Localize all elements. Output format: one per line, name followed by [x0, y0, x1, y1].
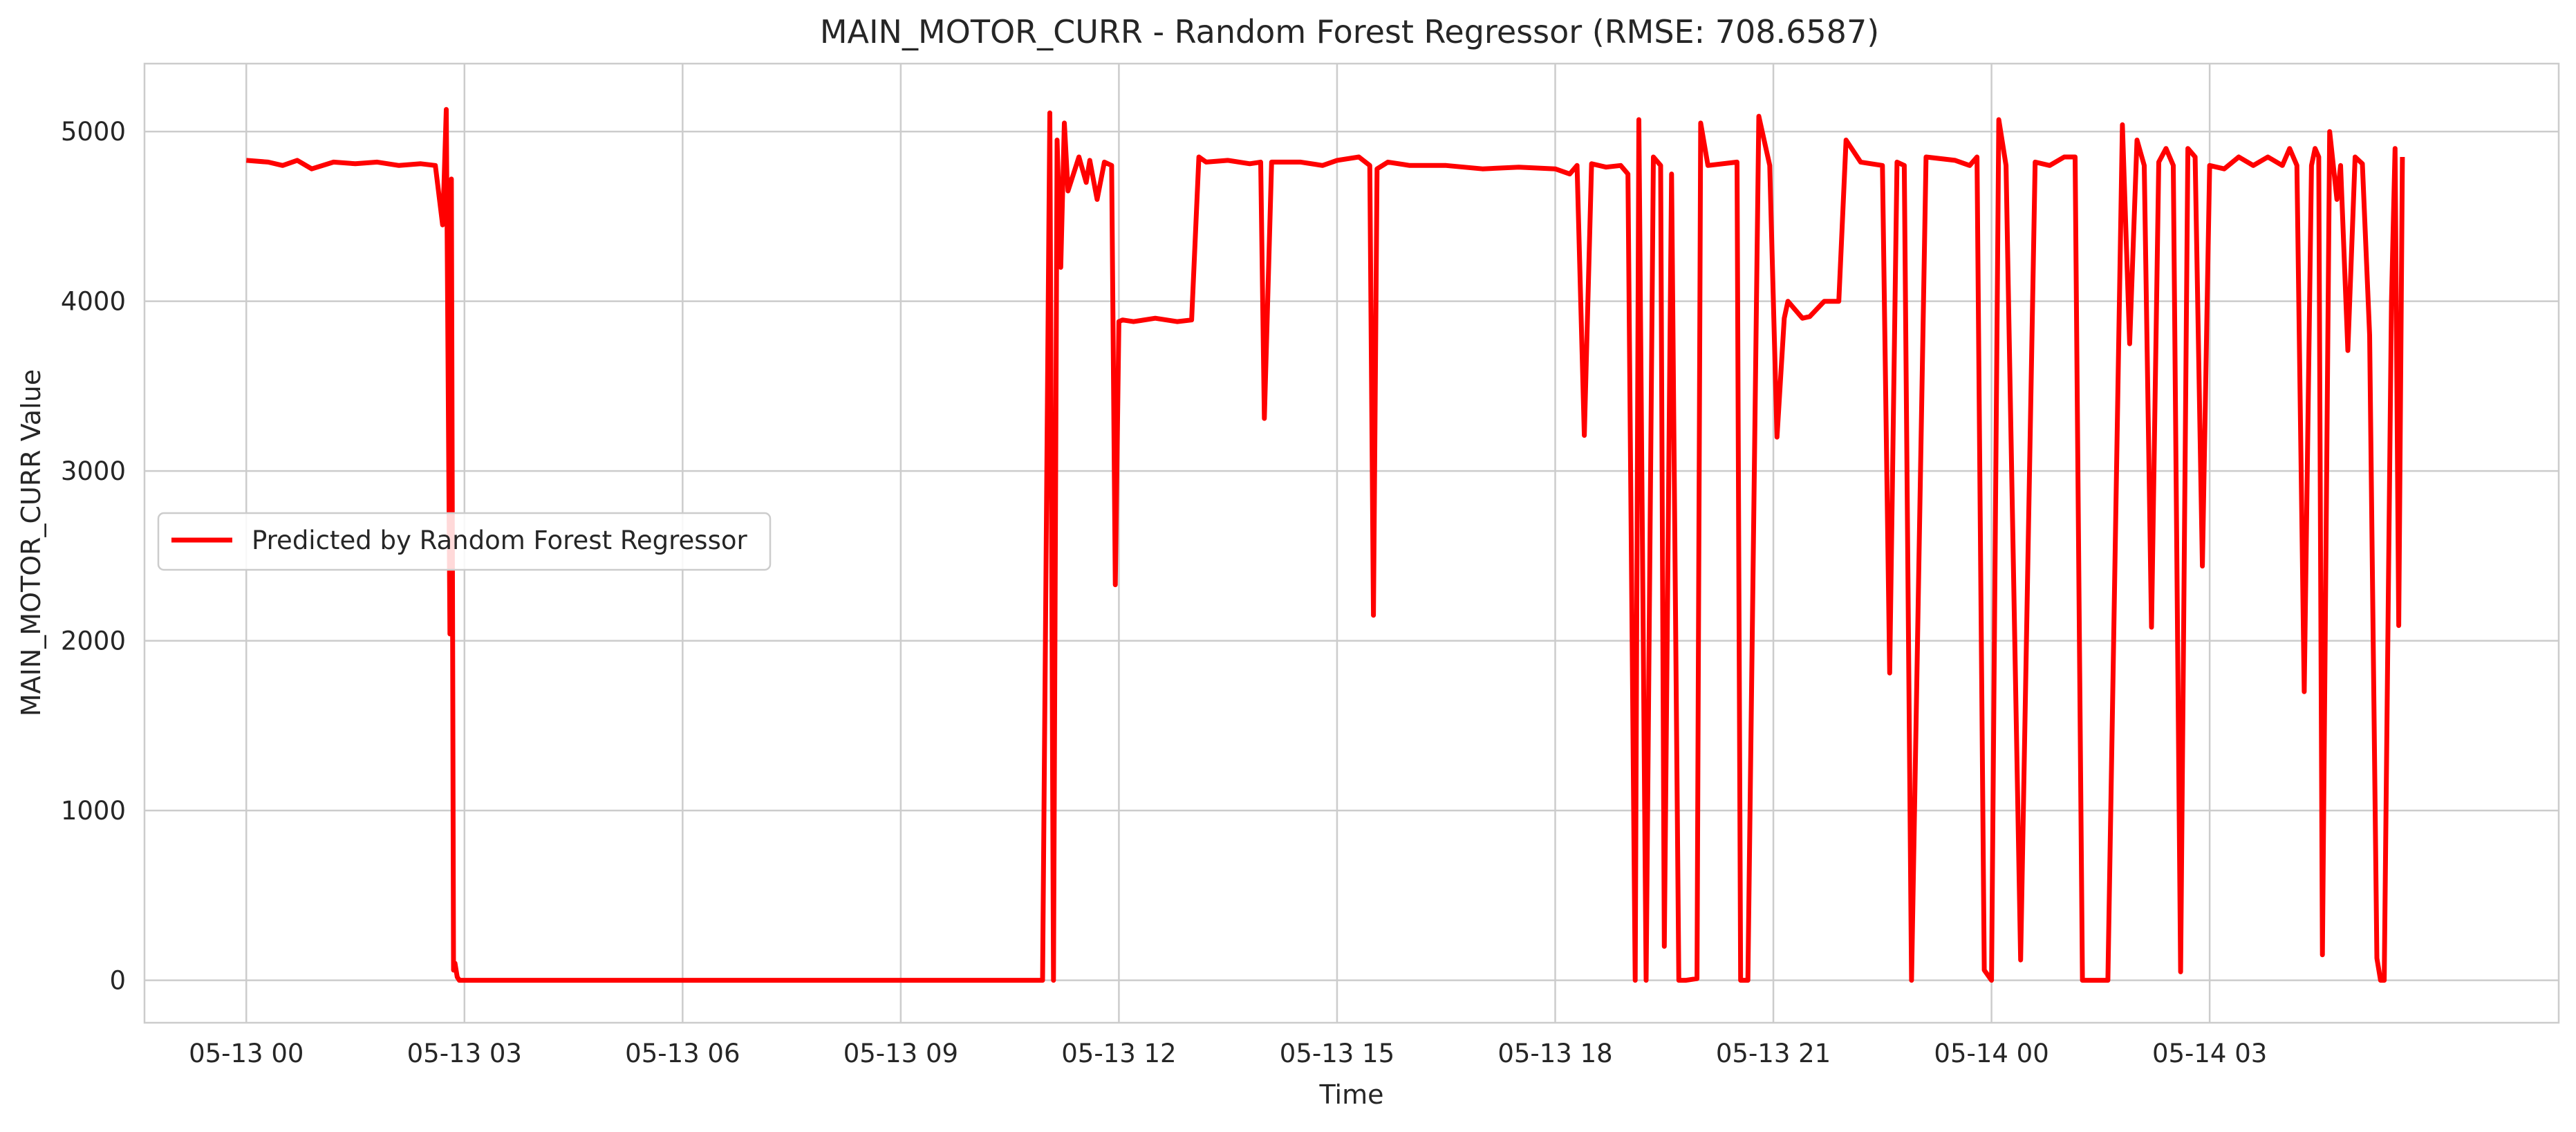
y-tick-label: 2000	[61, 627, 126, 656]
x-tick-label: 05-13 21	[1716, 1039, 1831, 1068]
x-axis-label: Time	[1319, 1079, 1384, 1110]
legend-label: Predicted by Random Forest Regressor	[252, 526, 748, 555]
y-tick-label: 4000	[61, 287, 126, 317]
x-tick-label: 05-13 00	[189, 1039, 304, 1068]
y-tick-label: 0	[109, 966, 126, 996]
x-tick-label: 05-13 09	[843, 1039, 958, 1068]
series-line-predicted	[246, 106, 2405, 983]
legend: Predicted by Random Forest Regressor	[157, 512, 772, 571]
y-tick-labels: 0 1000 2000 3000 4000 5000	[61, 117, 126, 995]
x-tick-label: 05-13 03	[407, 1039, 522, 1068]
y-axis-label: MAIN_MOTOR_CURR Value	[16, 369, 46, 716]
x-tick-label: 05-14 00	[1934, 1039, 2048, 1068]
y-tick-label: 1000	[61, 796, 126, 826]
x-tick-label: 05-14 03	[2152, 1039, 2267, 1068]
plot-frame	[143, 62, 2560, 1024]
x-tick-label: 05-13 18	[1497, 1039, 1612, 1068]
y-tick-label: 5000	[61, 117, 126, 147]
x-gridlines	[245, 64, 2211, 1023]
x-tick-labels: 05-13 00 05-13 03 05-13 06 05-13 09 05-13 12…	[189, 1039, 2267, 1068]
x-tick-label: 05-13 15	[1280, 1039, 1394, 1068]
y-tick-label: 3000	[61, 456, 126, 486]
chart-title: MAIN_MOTOR_CURR - Random Forest Regresso…	[820, 13, 1879, 50]
legend-box	[157, 512, 772, 571]
x-tick-label: 05-13 06	[625, 1039, 740, 1068]
x-tick-label: 05-13 12	[1061, 1039, 1176, 1068]
